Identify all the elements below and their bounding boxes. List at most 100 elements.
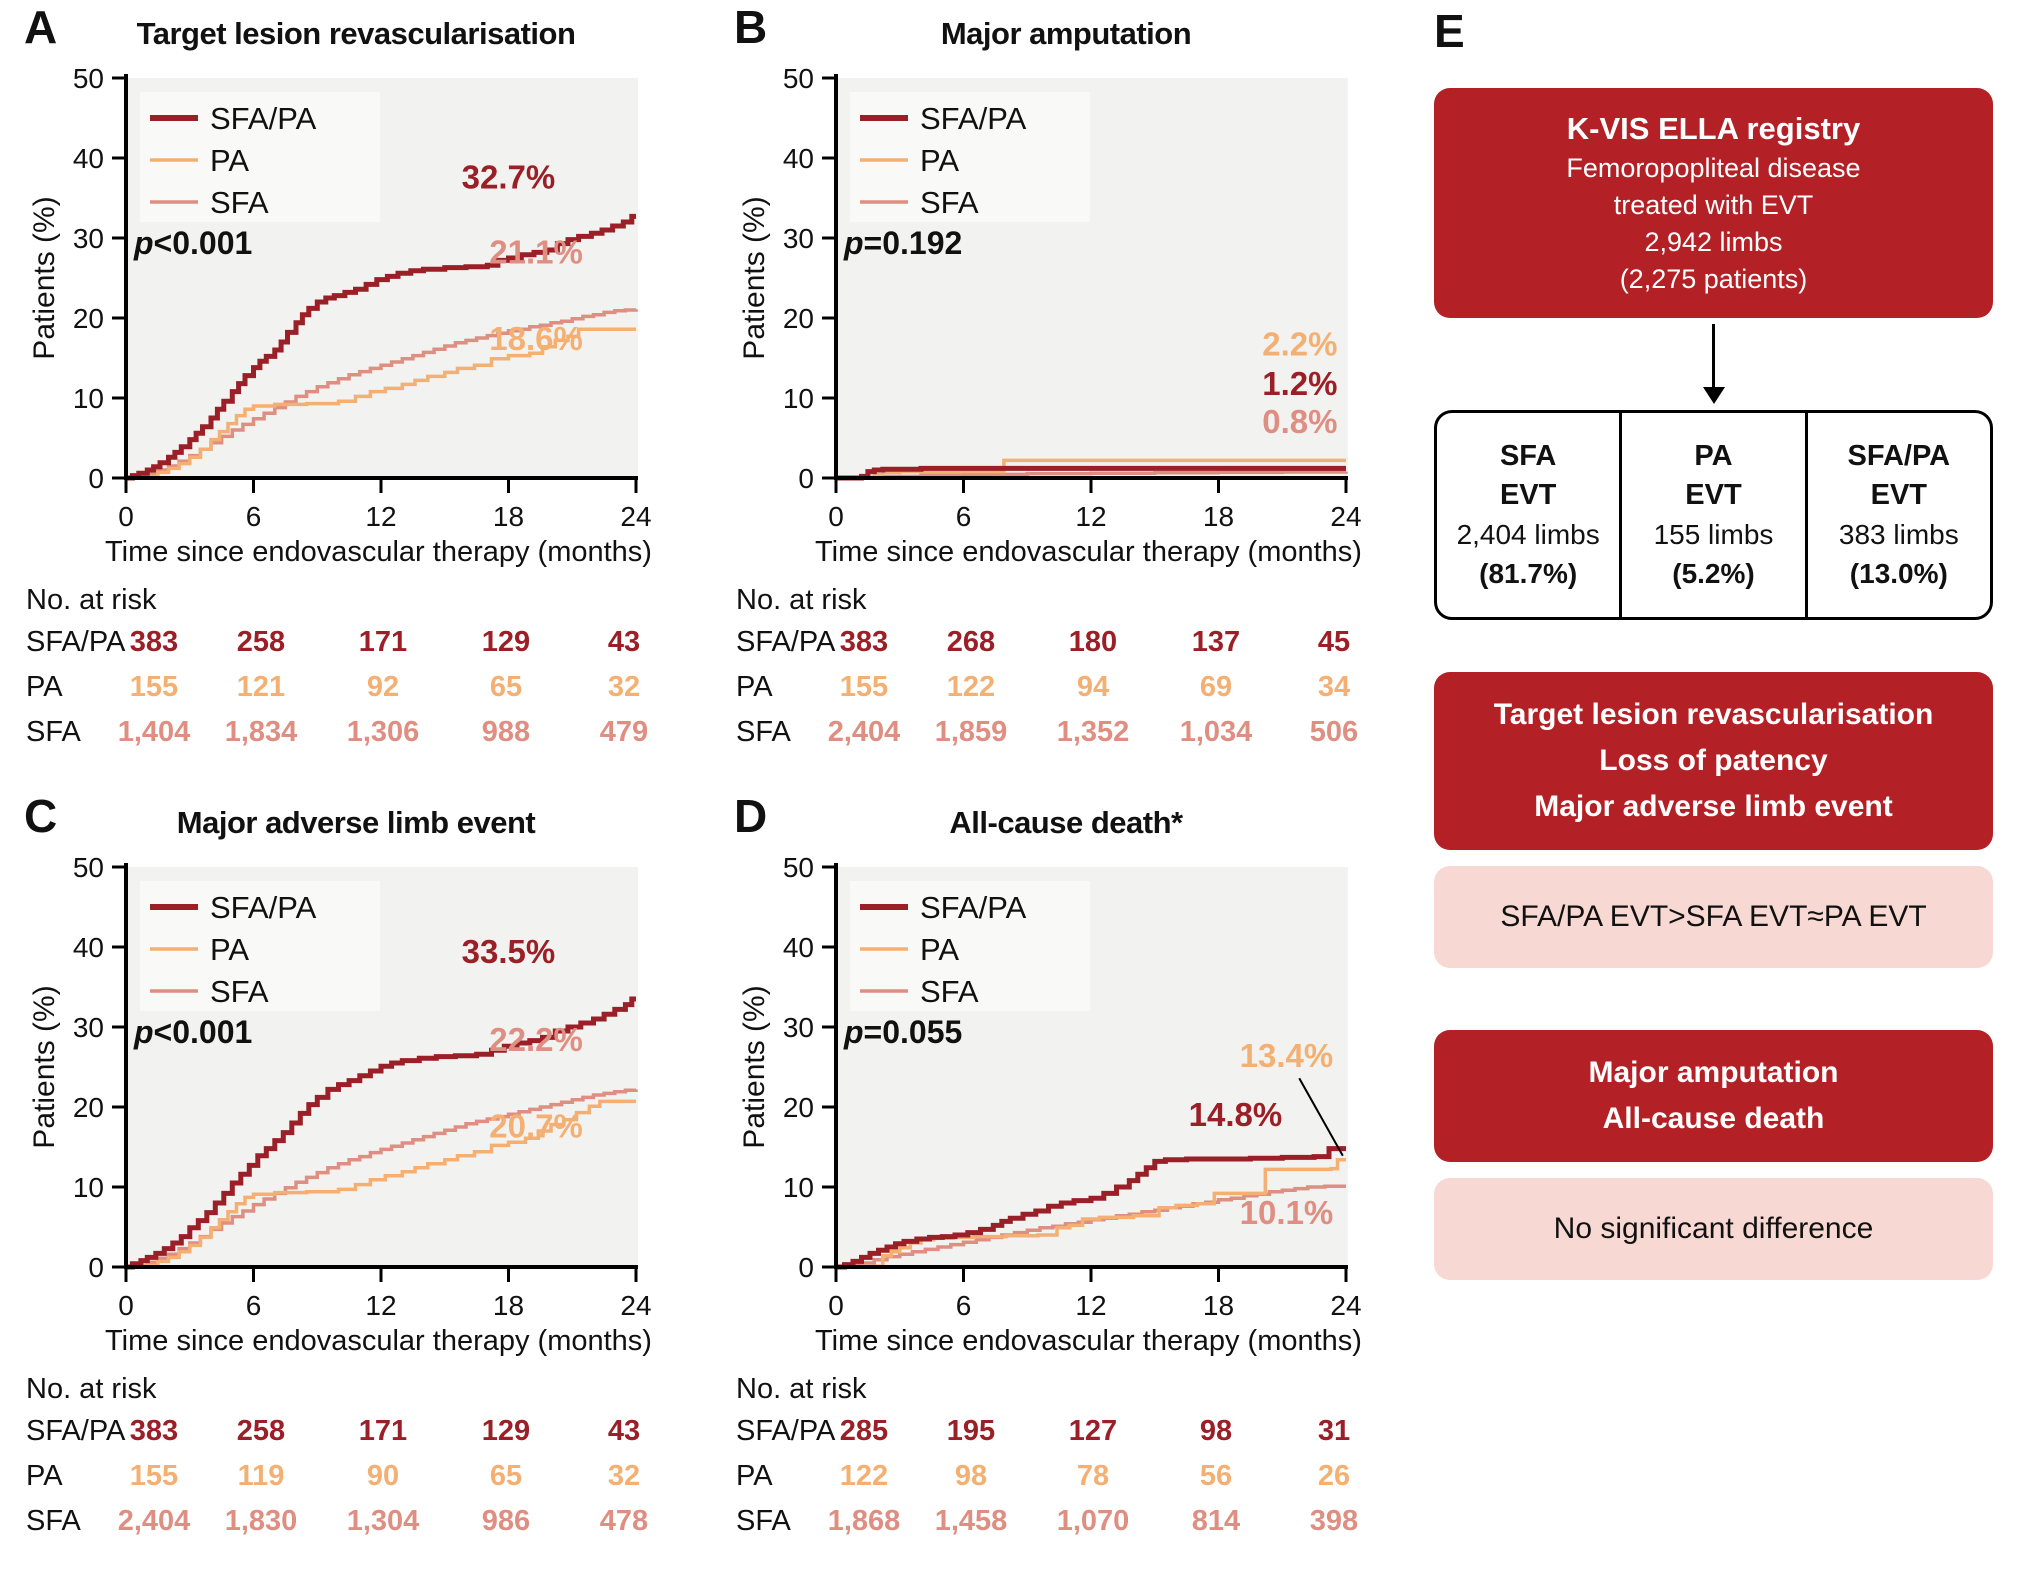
legend-label-sfa: SFA — [920, 185, 979, 220]
end-label-1-2-: 1.2% — [1262, 365, 1337, 402]
panel-title-d: All-cause death* — [949, 805, 1183, 840]
risk-value: 45 — [1317, 626, 1351, 658]
risk-table-d: No. at risk SFA/PA 285 195 127 98 31 PA 122 98 78 5… — [736, 1369, 1416, 1544]
x-tick-label: 0 — [828, 1290, 844, 1321]
risk-table-header: No. at risk — [26, 1373, 157, 1405]
risk-row-sfa-pa: SFA/PA 383 258 171 129 43 — [26, 620, 706, 665]
end-label-22-2-: 22.2% — [489, 1021, 583, 1058]
y-tick-label: 10 — [783, 383, 814, 414]
x-tick-label: 24 — [1330, 501, 1361, 532]
group-share: (13.0%) — [1849, 558, 1948, 589]
flow-arrow-icon — [1434, 318, 1993, 410]
charts-grid: A Target lesion revascularisation SFA/PA PA… — [0, 0, 1416, 1544]
end-label-18-6-: 18.6% — [489, 320, 583, 357]
curve-sfa-pa — [126, 996, 636, 1270]
panel-letter-e: E — [1434, 5, 1465, 57]
risk-row-label: SFA — [26, 716, 81, 748]
risk-row-sfa: SFA 2,404 1,830 1,304 986 478 — [26, 1499, 706, 1544]
end-label-10-1-: 10.1% — [1240, 1194, 1334, 1231]
group-type: EVT — [1499, 479, 1557, 511]
panel-letter-b: B — [734, 1, 767, 53]
y-tick-label: 50 — [783, 852, 814, 883]
risk-row-label: SFA/PA — [736, 626, 836, 658]
end-label-20-7-: 20.7% — [489, 1107, 583, 1144]
risk-table-header: No. at risk — [26, 584, 157, 616]
risk-value: 398 — [1309, 1505, 1359, 1537]
risk-value: 171 — [358, 626, 408, 658]
risk-value: 2,404 — [827, 716, 901, 748]
risk-value: 90 — [366, 1460, 400, 1492]
panel-a: A Target lesion revascularisation SFA/PA PA… — [0, 0, 710, 789]
x-tick-label: 6 — [246, 501, 262, 532]
risk-value: 94 — [1076, 671, 1110, 703]
risk-value: 137 — [1191, 626, 1241, 658]
x-axis-label-c: Time since endovascular therapy (months) — [105, 1325, 652, 1357]
legend-label-pa: PA — [920, 932, 959, 967]
risk-table-b: No. at risk SFA/PA 383 268 180 137 45 PA 155 122 9… — [736, 580, 1416, 755]
group-sfa-pa-evt: SFA/PA EVT 383 limbs (13.0%) — [1804, 413, 1990, 617]
legend-label-sfa-pa: SFA/PA — [920, 101, 1027, 136]
risk-value: 258 — [236, 626, 286, 658]
panel-title-b: Major amputation — [940, 16, 1192, 51]
panel-title-a: Target lesion revascularisation — [136, 16, 576, 51]
risk-value: 1,458 — [934, 1505, 1008, 1537]
risk-value: 34 — [1317, 671, 1351, 703]
risk-value: 155 — [129, 671, 179, 703]
group-share: (5.2%) — [1672, 558, 1755, 589]
risk-row-sfa-pa: SFA/PA 383 268 180 137 45 — [736, 620, 1416, 665]
risk-value: 92 — [366, 671, 400, 703]
risk-value: 1,352 — [1056, 716, 1130, 748]
x-tick-label: 18 — [1203, 501, 1234, 532]
risk-value: 121 — [236, 671, 286, 703]
end-label-21-1-: 21.1% — [489, 234, 583, 271]
risk-value: 1,830 — [224, 1505, 298, 1537]
registry-line: (2,275 patients) — [1619, 264, 1808, 294]
risk-value: 122 — [839, 1460, 889, 1492]
registry-title: K-VIS ELLA registry — [1566, 111, 1861, 146]
plot-b: SFA/PA PA SFA p=0.192 0 10 20 30 40 50 0 6 12 18 24 Pat… — [738, 63, 1362, 532]
risk-table-c: No. at risk SFA/PA 383 258 171 129 43 PA 155 119 9… — [26, 1369, 706, 1544]
plot-d: SFA/PA PA SFA p=0.055 0 10 20 30 40 50 0 6 12 18 24 Pat… — [738, 852, 1362, 1321]
risk-row-label: SFA — [736, 1505, 791, 1537]
outcome-box-2: Major amputation All-cause death — [1434, 1030, 1993, 1162]
flow-arrow-line — [1712, 324, 1715, 387]
p-value-label: p=0.055 — [843, 1014, 962, 1050]
y-tick-label: 50 — [73, 852, 104, 883]
risk-value: 1,868 — [827, 1505, 901, 1537]
risk-row-label: PA — [26, 671, 63, 703]
x-tick-label: 6 — [246, 1290, 262, 1321]
callout-line — [1298, 1077, 1344, 1157]
risk-value: 268 — [946, 626, 996, 658]
registry-box: K-VIS ELLA registry Femoropopliteal dise… — [1434, 88, 1993, 318]
risk-row-sfa-pa: SFA/PA 285 195 127 98 31 — [736, 1409, 1416, 1454]
risk-value: 31 — [1317, 1415, 1351, 1447]
risk-value: 285 — [839, 1415, 889, 1447]
risk-value: 43 — [607, 626, 641, 658]
risk-row-label: SFA — [736, 716, 791, 748]
x-tick-label: 12 — [1075, 501, 1106, 532]
risk-value: 32 — [607, 1460, 641, 1492]
risk-row-sfa: SFA 2,404 1,859 1,352 1,034 506 — [736, 710, 1416, 755]
risk-value: 506 — [1309, 716, 1359, 748]
legend-label-pa: PA — [210, 932, 249, 967]
risk-value: 65 — [489, 671, 523, 703]
risk-value: 1,859 — [934, 716, 1008, 748]
risk-value: 155 — [129, 1460, 179, 1492]
result-text: No significant difference — [1553, 1212, 1874, 1245]
legend-label-pa: PA — [210, 143, 249, 178]
risk-table-a: No. at risk SFA/PA 383 258 171 129 43 PA 155 121 9… — [26, 580, 706, 755]
group-name: SFA/PA — [1847, 440, 1951, 472]
x-tick-label: 18 — [493, 1290, 524, 1321]
plot-c: SFA/PA PA SFA p<0.001 0 10 20 30 40 50 0 6 12 18 24 Pat… — [28, 852, 652, 1321]
x-tick-label: 6 — [956, 501, 972, 532]
legend-label-pa: PA — [920, 143, 959, 178]
outcome-line: Major amputation — [1588, 1056, 1839, 1089]
y-tick-label: 10 — [73, 1172, 104, 1203]
risk-value: 122 — [946, 671, 996, 703]
x-tick-label: 18 — [1203, 1290, 1234, 1321]
group-limbs: 155 limbs — [1653, 519, 1774, 550]
risk-value: 69 — [1199, 671, 1233, 703]
risk-row-label: PA — [736, 1460, 773, 1492]
y-tick-label: 30 — [783, 1012, 814, 1043]
